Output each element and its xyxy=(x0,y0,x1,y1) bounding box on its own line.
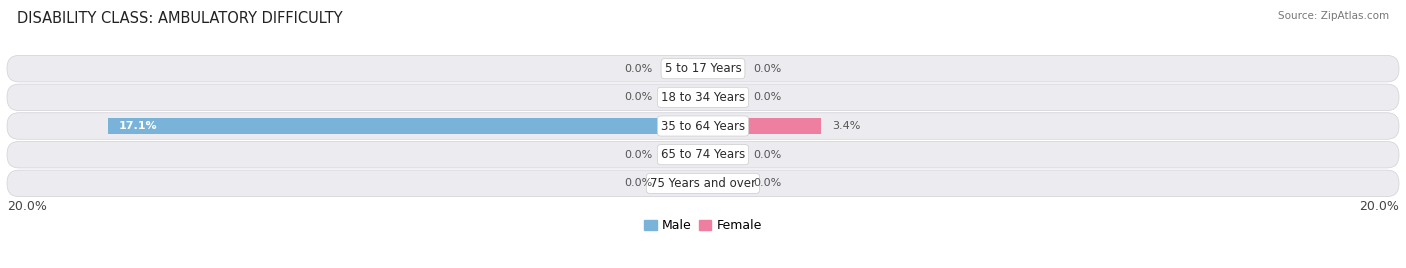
FancyBboxPatch shape xyxy=(7,84,1399,111)
Text: DISABILITY CLASS: AMBULATORY DIFFICULTY: DISABILITY CLASS: AMBULATORY DIFFICULTY xyxy=(17,11,343,26)
FancyBboxPatch shape xyxy=(7,170,1399,197)
Text: 75 Years and over: 75 Years and over xyxy=(650,177,756,190)
Text: 5 to 17 Years: 5 to 17 Years xyxy=(665,62,741,75)
Bar xyxy=(703,118,821,134)
FancyBboxPatch shape xyxy=(7,55,1399,82)
Bar xyxy=(661,89,703,105)
Text: 0.0%: 0.0% xyxy=(754,92,782,102)
Text: 20.0%: 20.0% xyxy=(7,200,46,213)
Text: 20.0%: 20.0% xyxy=(1360,200,1399,213)
Text: 0.0%: 0.0% xyxy=(624,178,652,188)
Bar xyxy=(108,118,703,134)
Text: 0.0%: 0.0% xyxy=(754,64,782,74)
Text: 17.1%: 17.1% xyxy=(118,121,157,131)
Text: 35 to 64 Years: 35 to 64 Years xyxy=(661,120,745,132)
Text: 0.0%: 0.0% xyxy=(624,150,652,160)
Text: 0.0%: 0.0% xyxy=(754,178,782,188)
Text: 65 to 74 Years: 65 to 74 Years xyxy=(661,148,745,161)
Bar xyxy=(703,89,745,105)
Bar xyxy=(703,175,745,191)
Bar xyxy=(661,175,703,191)
Bar xyxy=(703,147,745,163)
Text: 0.0%: 0.0% xyxy=(624,64,652,74)
Text: 0.0%: 0.0% xyxy=(624,92,652,102)
FancyBboxPatch shape xyxy=(7,113,1399,139)
Text: 18 to 34 Years: 18 to 34 Years xyxy=(661,91,745,104)
Text: 0.0%: 0.0% xyxy=(754,150,782,160)
Text: 3.4%: 3.4% xyxy=(832,121,860,131)
Bar xyxy=(703,61,745,77)
Text: Source: ZipAtlas.com: Source: ZipAtlas.com xyxy=(1278,11,1389,21)
Legend: Male, Female: Male, Female xyxy=(640,214,766,237)
FancyBboxPatch shape xyxy=(7,142,1399,168)
Bar xyxy=(661,147,703,163)
Bar xyxy=(661,61,703,77)
